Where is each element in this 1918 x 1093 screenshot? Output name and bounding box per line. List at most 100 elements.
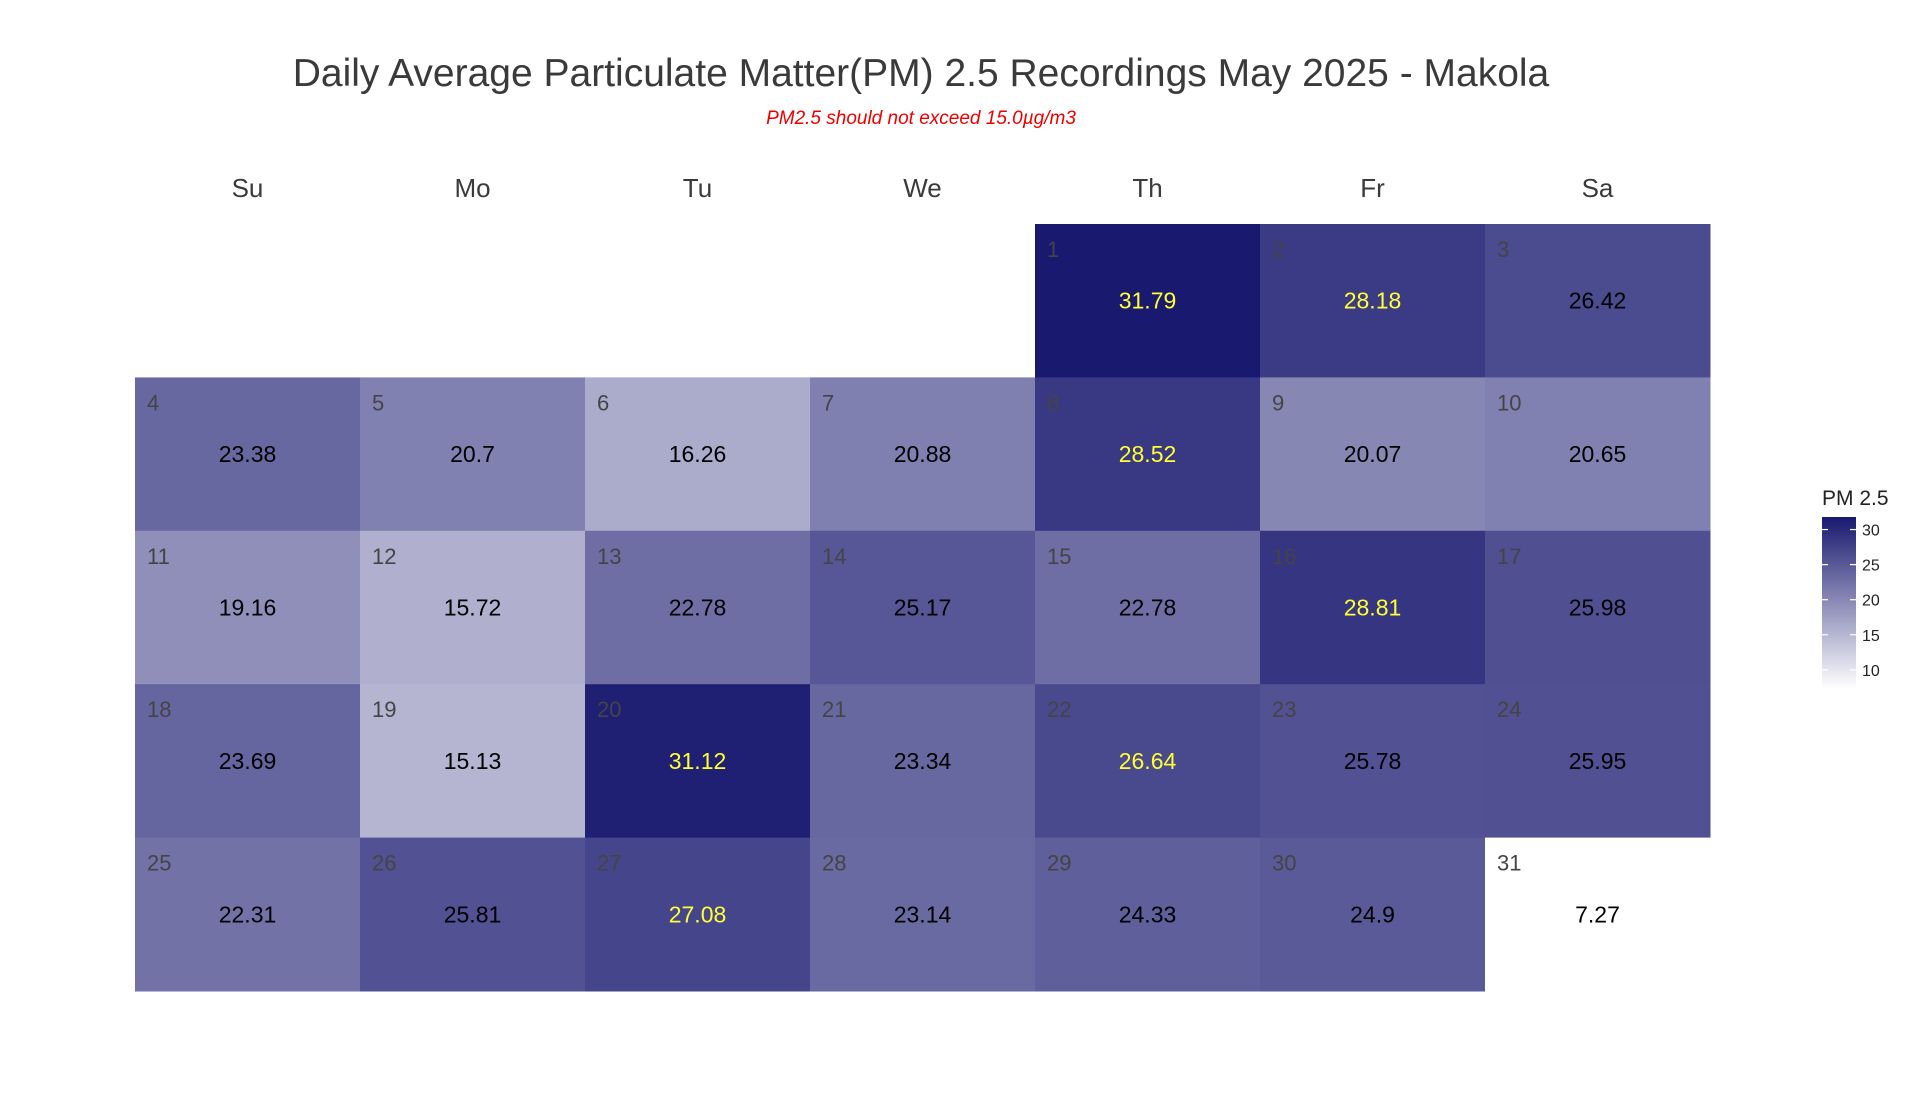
day-number: 16 [1272, 544, 1296, 569]
cell-background [1035, 837, 1261, 992]
weekday-label-mo: Mo [454, 173, 490, 203]
calendar-cell: 30 24.9 [1260, 837, 1486, 992]
cell-background [585, 530, 811, 685]
day-number: 13 [597, 544, 621, 569]
legend-tick-label: 15 [1862, 628, 1880, 645]
day-number: 10 [1497, 390, 1521, 415]
cell-background [1260, 684, 1486, 839]
calendar-cell: 326.42 [1485, 224, 1711, 378]
day-number: 9 [1272, 390, 1284, 415]
day-number: 28 [822, 851, 846, 876]
day-number: 29 [1047, 851, 1071, 876]
calendar-cell: 423.38 [135, 377, 361, 532]
calendar-cell: 720.88 [810, 377, 1036, 532]
day-number: 5 [372, 390, 384, 415]
calendar-cell: 131.79 [1035, 224, 1261, 378]
day-number: 26 [372, 851, 396, 876]
legend-tick-label: 10 [1862, 663, 1880, 680]
legend-tick-label: 25 [1862, 558, 1880, 575]
cell-background [135, 377, 361, 532]
cell-background [1035, 224, 1261, 378]
cell-value: 25.17 [894, 595, 952, 621]
cell-value: 25.78 [1344, 748, 1402, 774]
legend-ticks: 30 25 20 15 10 [1822, 523, 1880, 680]
day-number: 27 [597, 851, 621, 876]
calendar-cell: 25 22.31 [135, 837, 361, 992]
cell-value: 15.72 [444, 595, 502, 621]
calendar-cell: 18 23.69 [135, 684, 361, 839]
cell-value: 15.13 [444, 748, 502, 774]
weekday-label-th: Th [1132, 173, 1162, 203]
day-number: 15 [1047, 544, 1071, 569]
calendar-cell: 920.07 [1260, 377, 1486, 532]
calendar-cell: 16 28.81 [1260, 530, 1486, 685]
day-number: 11 [147, 544, 170, 569]
calendar-cell: 28 23.14 [810, 837, 1036, 992]
calendar-cell: 22 26.64 [1035, 684, 1261, 839]
cell-background [1035, 684, 1261, 839]
calendar-cell: 12 15.72 [360, 530, 586, 685]
cell-value: 25.98 [1569, 595, 1627, 621]
calendar-cell: 23 25.78 [1260, 684, 1486, 839]
chart-title: Daily Average Particulate Matter(PM) 2.5… [293, 52, 1550, 95]
day-number: 19 [372, 697, 396, 722]
cell-background [810, 377, 1036, 532]
calendar-cell: 11 19.16 [135, 530, 361, 685]
calendar-cell: 21 23.34 [810, 684, 1036, 839]
weekday-headers: Su Mo Tu We Th Fr Sa [232, 173, 1614, 203]
cell-background [1260, 377, 1486, 532]
cell-value: 24.9 [1350, 901, 1395, 927]
day-number: 1 [1047, 237, 1059, 262]
cell-background [360, 377, 586, 532]
legend-tick-label: 20 [1862, 593, 1880, 610]
cell-background [810, 530, 1036, 685]
cell-value: 22.78 [669, 595, 727, 621]
cell-background [135, 684, 361, 839]
calendar-cell: 26 25.81 [360, 837, 586, 992]
day-number: 3 [1497, 237, 1509, 262]
cell-background [1485, 224, 1711, 378]
day-number: 2 [1272, 237, 1284, 262]
weekday-label-su: Su [232, 173, 264, 203]
calendar-cell: 10 20.65 [1485, 377, 1711, 532]
cell-value: 27.08 [669, 901, 727, 927]
day-number: 23 [1272, 697, 1296, 722]
cell-value: 23.69 [219, 748, 277, 774]
calendar-cell: 520.7 [360, 377, 586, 532]
day-number: 6 [597, 390, 609, 415]
color-legend: PM 2.5 30 25 20 15 10 [1822, 487, 1889, 689]
cell-background [360, 837, 586, 992]
cell-value: 31.79 [1119, 288, 1177, 314]
day-number: 25 [147, 851, 171, 876]
legend-color-bar [1822, 517, 1856, 689]
calendar-cell: 20 31.12 [585, 684, 811, 839]
day-number: 8 [1047, 390, 1059, 415]
cell-value: 26.64 [1119, 748, 1177, 774]
cell-value: 22.78 [1119, 595, 1177, 621]
cell-background [1485, 684, 1711, 839]
cell-value: 22.31 [219, 901, 277, 927]
day-number: 21 [822, 697, 846, 722]
cell-value: 16.26 [669, 441, 727, 467]
cell-value: 7.27 [1575, 901, 1620, 927]
day-number: 7 [822, 390, 834, 415]
cell-value: 23.38 [219, 441, 277, 467]
day-number: 4 [147, 390, 159, 415]
day-number: 31 [1497, 851, 1521, 876]
calendar-cell: 828.52 [1035, 377, 1261, 532]
weekday-label-sa: Sa [1582, 173, 1614, 203]
calendar-cell: 228.18 [1260, 224, 1486, 378]
cell-value: 28.52 [1119, 441, 1177, 467]
calendar-cell: 27 27.08 [585, 837, 811, 992]
cell-value: 23.34 [894, 748, 952, 774]
day-number: 18 [147, 697, 171, 722]
cell-background [1260, 530, 1486, 685]
cell-value: 28.18 [1344, 288, 1402, 314]
cell-value: 25.81 [444, 901, 502, 927]
cell-background [1485, 377, 1711, 532]
calendar-cells: 131.79228.18326.42423.38520.7616.26720.8… [135, 224, 1711, 992]
cell-background [1260, 224, 1486, 378]
cell-value: 20.88 [894, 441, 952, 467]
calendar-cell: 13 22.78 [585, 530, 811, 685]
